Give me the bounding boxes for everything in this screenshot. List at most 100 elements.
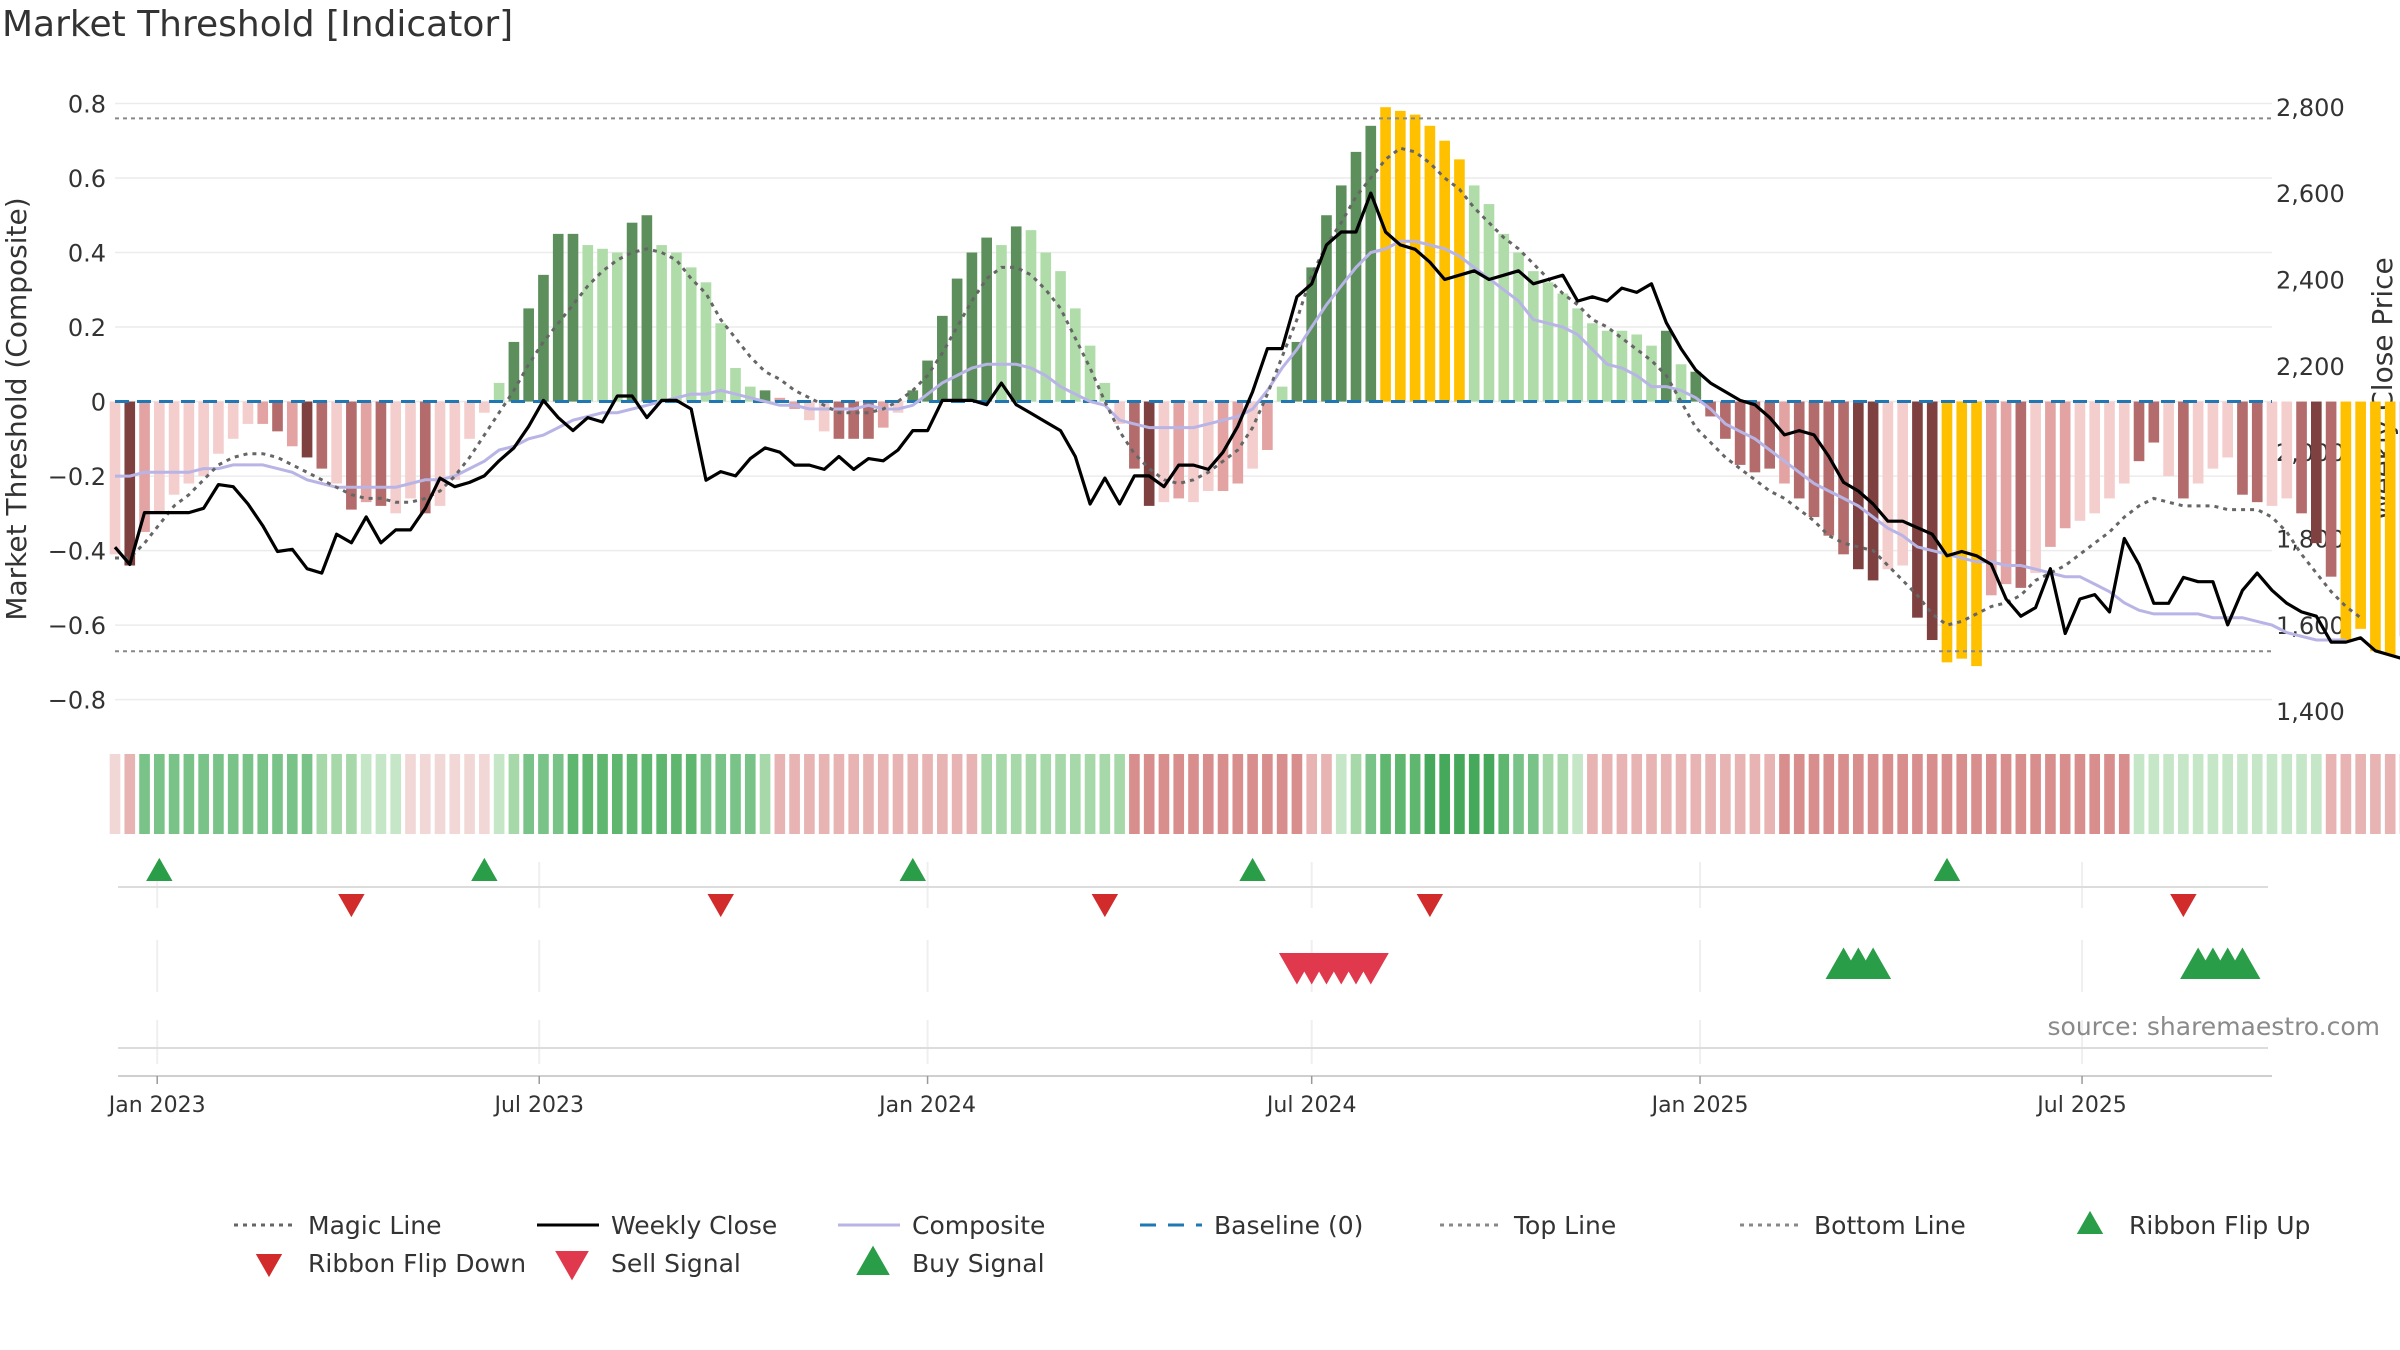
composite-bar	[863, 401, 874, 439]
x-tick-label: Jan 2025	[1650, 1093, 1749, 1118]
composite-bar	[2000, 401, 2012, 585]
ribbon-cell	[685, 754, 697, 834]
composite-bar	[1587, 323, 1598, 402]
ribbon-cell	[1143, 754, 1155, 834]
ribbon-cell	[1025, 754, 1037, 834]
composite-bar	[2015, 401, 2027, 588]
x-tick-label: Jul 2023	[492, 1093, 584, 1118]
ribbon-cell	[2163, 754, 2174, 834]
composite-bar	[1276, 386, 1288, 402]
ribbon-cell	[1646, 754, 1657, 834]
legend-label: Baseline (0)	[1214, 1211, 1363, 1240]
buy-signal-marker	[2224, 947, 2261, 979]
ribbon-cell	[641, 754, 653, 834]
y-right-tick-label: 1,400	[2276, 698, 2345, 726]
composite-bar	[523, 308, 534, 402]
composite-bar	[1971, 401, 1982, 667]
composite-bar	[2325, 401, 2337, 577]
ribbon-cell	[671, 754, 682, 834]
ribbon-cell	[833, 754, 845, 834]
ribbon-flip-up-marker	[471, 857, 498, 881]
ribbon-cell	[2045, 754, 2056, 834]
ribbon-cell	[597, 754, 608, 834]
composite-bar	[2340, 401, 2352, 641]
ribbon-cell	[1542, 754, 1554, 834]
ribbon-flip-down-marker	[2170, 894, 2197, 918]
ribbon-cell	[1764, 754, 1776, 834]
ribbon-cell	[1720, 754, 1731, 834]
x-tick-label: Jul 2025	[2035, 1093, 2127, 1118]
composite-bar	[966, 252, 978, 402]
ribbon-cell	[2015, 754, 2027, 834]
ribbon-cell	[715, 754, 727, 834]
composite-bar	[1173, 401, 1185, 499]
composite-bar	[2163, 401, 2174, 477]
ribbon-cell	[1247, 754, 1258, 834]
ribbon-cell	[1749, 754, 1761, 834]
composite-bar	[1498, 233, 1510, 402]
ribbon-cell	[1114, 754, 1125, 834]
legend-label: Sell Signal	[611, 1249, 741, 1278]
ribbon-cell	[744, 754, 756, 834]
composite-bar	[1601, 330, 1613, 402]
composite-bar	[2148, 401, 2160, 443]
composite-bar	[567, 233, 579, 402]
y-right-tick-label: 2,200	[2276, 353, 2345, 381]
composite-bar	[479, 401, 490, 413]
composite-bar	[2266, 401, 2278, 506]
composite-bar	[1069, 308, 1081, 402]
ribbon-cell	[2207, 754, 2219, 834]
composite-bar	[183, 401, 195, 484]
composite-bar	[419, 401, 431, 514]
ribbon-cell	[1838, 754, 1849, 834]
composite-bar	[1675, 364, 1687, 402]
ribbon-cell	[1217, 754, 1229, 834]
ribbon-cell	[242, 754, 254, 834]
ribbon-cell	[1734, 754, 1746, 834]
composite-bar	[1247, 401, 1258, 469]
ribbon-cell	[1365, 754, 1377, 834]
ribbon-cell	[1705, 754, 1716, 834]
ribbon-cell	[2089, 754, 2101, 834]
legend-label: Magic Line	[308, 1211, 442, 1240]
ribbon-cell	[1010, 754, 1022, 834]
composite-bar	[552, 233, 564, 402]
ribbon-cell	[774, 754, 786, 834]
ribbon-cell	[1897, 754, 1908, 834]
composite-bar	[213, 401, 224, 454]
ribbon-flip-down-marker	[1416, 894, 1444, 918]
legend-label: Bottom Line	[1814, 1211, 1966, 1240]
ribbon-cell	[2148, 754, 2160, 834]
composite-bar	[2370, 401, 2381, 652]
ribbon-cell	[626, 754, 638, 834]
ribbon-cell	[2000, 754, 2012, 834]
ribbon-cell	[981, 754, 992, 834]
ribbon-cell	[1055, 754, 1066, 834]
composite-bar	[848, 401, 860, 439]
ribbon-cell	[1350, 754, 1362, 834]
ribbon-cell	[2178, 754, 2189, 834]
composite-bar	[818, 401, 830, 432]
composite-bar	[1956, 401, 1968, 659]
legend-label: Buy Signal	[912, 1249, 1045, 1278]
ribbon-cell	[449, 754, 461, 834]
composite-bar	[937, 315, 948, 402]
ribbon-cell	[552, 754, 564, 834]
composite-bar	[656, 245, 667, 402]
ribbon-cell	[1202, 754, 1214, 834]
ribbon-cell	[907, 754, 919, 834]
composite-bar	[1084, 345, 1096, 402]
composite-bar	[1158, 401, 1170, 503]
y-left-tick-label: 0.2	[68, 314, 106, 342]
ribbon-cell	[139, 754, 150, 834]
composite-bar	[981, 237, 992, 402]
composite-bar	[1572, 308, 1583, 402]
magic-line	[115, 146, 2362, 627]
composite-bar	[2192, 401, 2204, 484]
composite-bar	[139, 401, 150, 532]
composite-bar	[1350, 151, 1362, 402]
composite-bar	[700, 282, 712, 402]
y-left-tick-label: 0.4	[68, 240, 106, 268]
x-tick-label: Jul 2024	[1265, 1093, 1357, 1118]
